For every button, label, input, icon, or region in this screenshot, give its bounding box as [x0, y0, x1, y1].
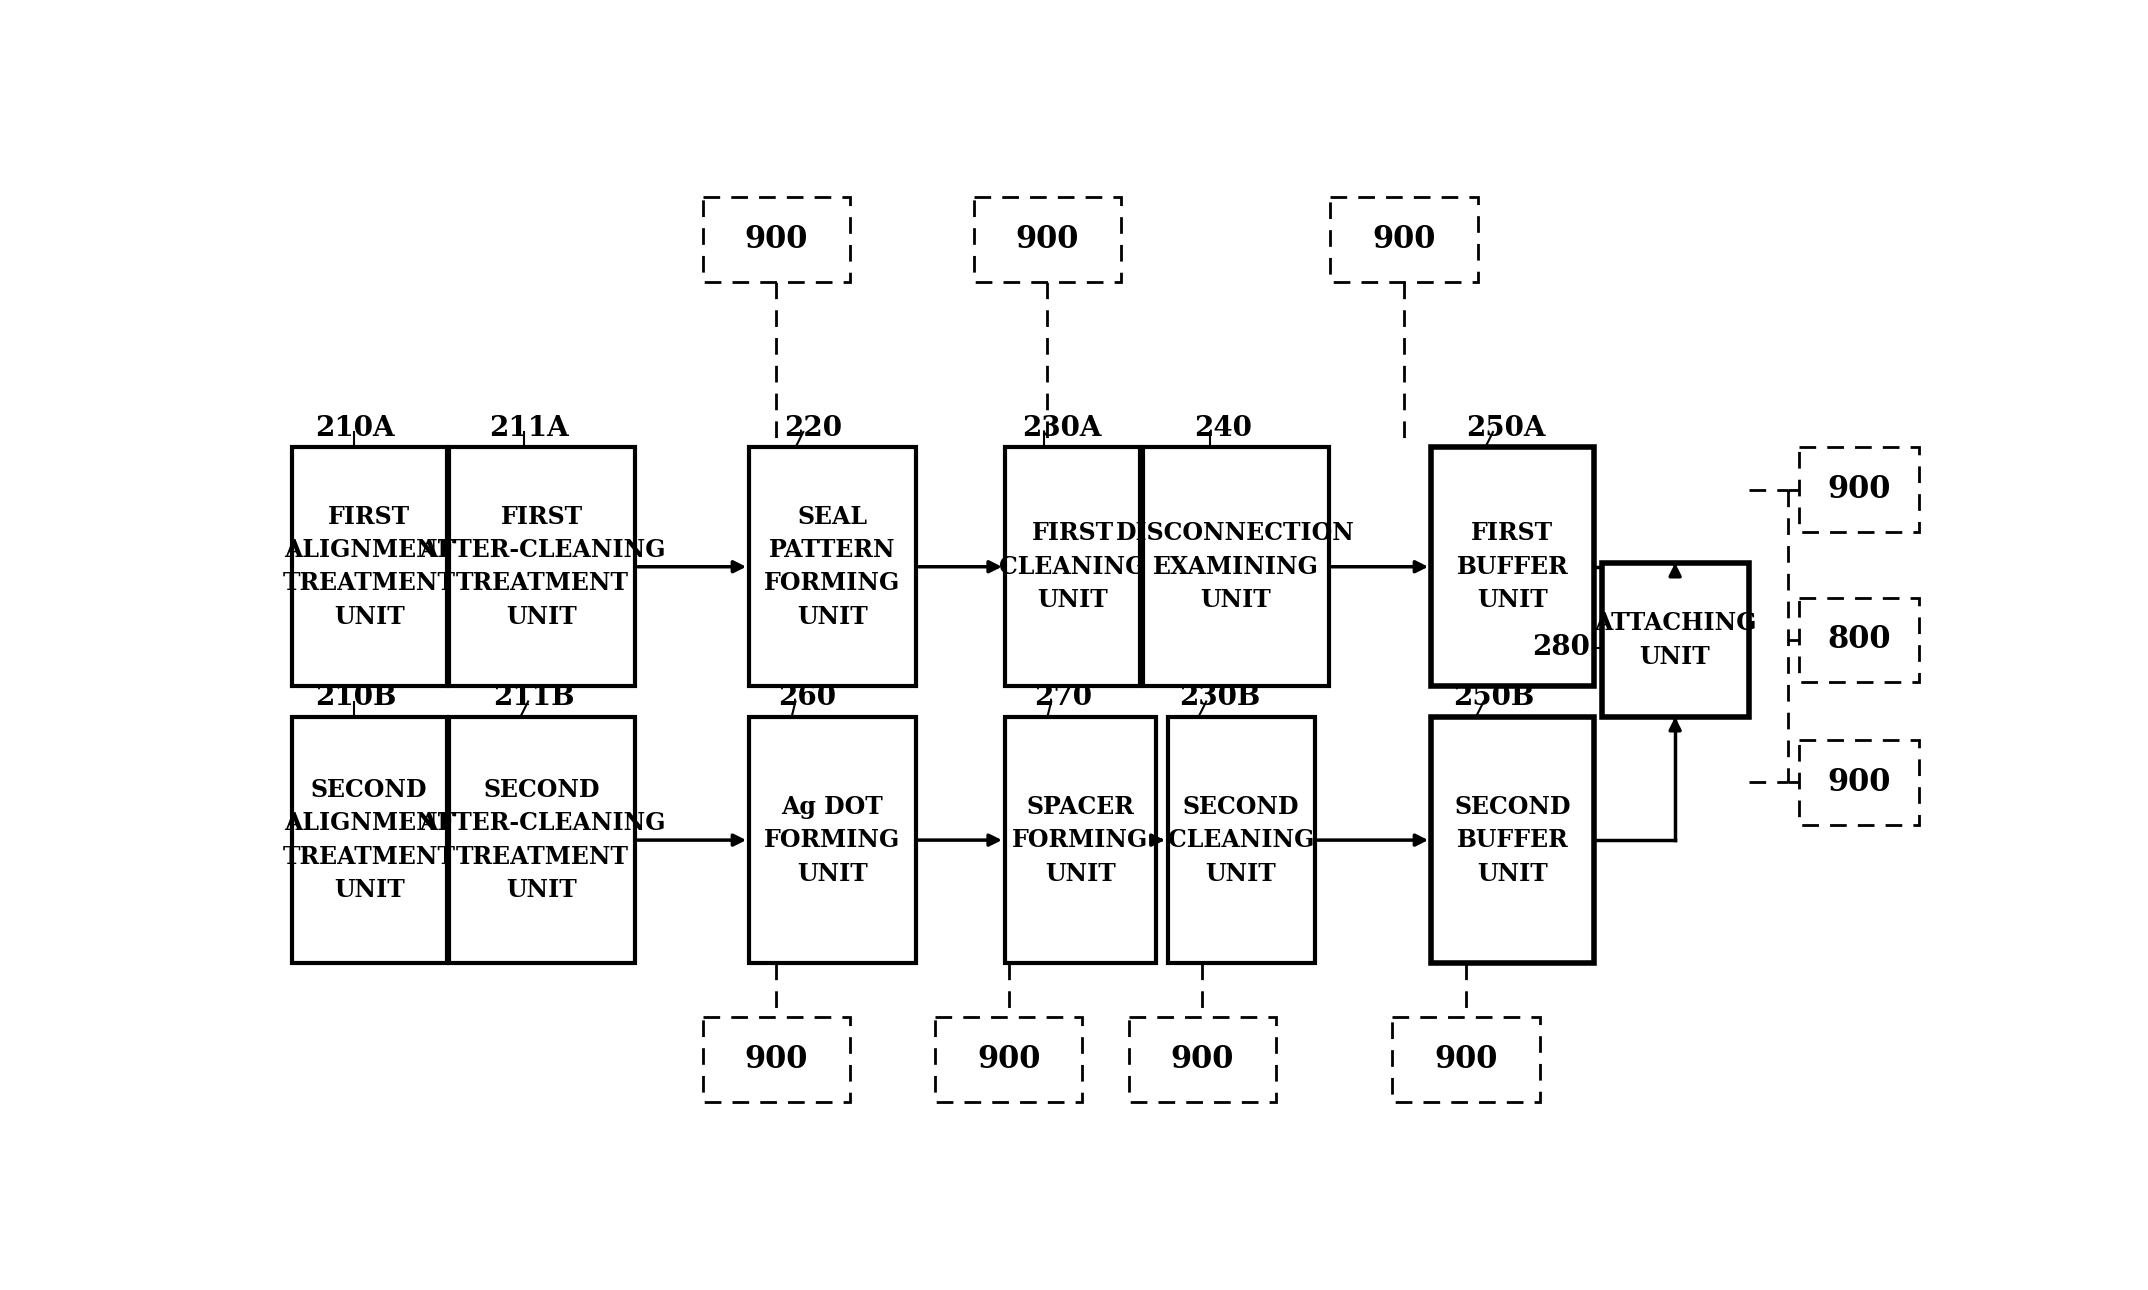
Text: FIRST
CLEANING
UNIT: FIRST CLEANING UNIT: [999, 521, 1145, 613]
Text: FIRST
ALIGNMENT
TREATMENT
UNIT: FIRST ALIGNMENT TREATMENT UNIT: [284, 504, 455, 630]
Text: Ag DOT
FORMING
UNIT: Ag DOT FORMING UNIT: [765, 795, 900, 886]
Text: 900: 900: [745, 224, 808, 255]
Bar: [1392, 1018, 1540, 1102]
Text: ATTACHING
UNIT: ATTACHING UNIT: [1594, 611, 1757, 668]
Text: 900: 900: [1828, 475, 1890, 506]
Text: 210B: 210B: [316, 684, 397, 711]
Bar: [1005, 717, 1156, 964]
Bar: [1128, 1018, 1276, 1102]
Text: SEAL
PATTERN
FORMING
UNIT: SEAL PATTERN FORMING UNIT: [765, 504, 900, 630]
Bar: [1800, 597, 1920, 682]
Text: 800: 800: [1828, 624, 1890, 655]
Text: 210A: 210A: [316, 414, 395, 441]
Bar: [1431, 448, 1594, 686]
Bar: [1602, 562, 1748, 717]
Text: FIRST
BUFFER
UNIT: FIRST BUFFER UNIT: [1456, 521, 1568, 613]
Text: 240: 240: [1194, 414, 1252, 441]
Bar: [449, 717, 636, 964]
Text: 250A: 250A: [1465, 414, 1544, 441]
Bar: [1330, 197, 1478, 281]
Text: 900: 900: [1171, 1044, 1235, 1075]
Text: SECOND
BUFFER
UNIT: SECOND BUFFER UNIT: [1454, 795, 1570, 886]
Text: 900: 900: [745, 1044, 808, 1075]
Bar: [1143, 448, 1330, 686]
Bar: [292, 448, 447, 686]
Bar: [973, 197, 1121, 281]
Text: FIRST
AFTER-CLEANING
TREATMENT
UNIT: FIRST AFTER-CLEANING TREATMENT UNIT: [419, 504, 666, 630]
Bar: [750, 448, 915, 686]
Text: SPACER
FORMING
UNIT: SPACER FORMING UNIT: [1012, 795, 1149, 886]
Text: 900: 900: [1373, 224, 1435, 255]
Text: 211B: 211B: [494, 684, 576, 711]
Bar: [1800, 448, 1920, 531]
Bar: [750, 717, 915, 964]
Text: 900: 900: [977, 1044, 1040, 1075]
Text: 211A: 211A: [490, 414, 569, 441]
Text: 900: 900: [1435, 1044, 1497, 1075]
Text: 900: 900: [1828, 766, 1890, 797]
Text: 230A: 230A: [1022, 414, 1102, 441]
Bar: [702, 1018, 851, 1102]
Text: 900: 900: [1016, 224, 1078, 255]
Text: 270: 270: [1033, 684, 1091, 711]
Text: SECOND
AFTER-CLEANING
TREATMENT
UNIT: SECOND AFTER-CLEANING TREATMENT UNIT: [419, 778, 666, 902]
Text: 230B: 230B: [1179, 684, 1261, 711]
Bar: [1005, 448, 1141, 686]
Bar: [934, 1018, 1083, 1102]
Bar: [449, 448, 636, 686]
Text: 280: 280: [1532, 635, 1590, 660]
Text: 260: 260: [778, 684, 836, 711]
Bar: [1800, 740, 1920, 824]
Text: 220: 220: [784, 414, 842, 441]
Bar: [1169, 717, 1315, 964]
Bar: [292, 717, 447, 964]
Text: SECOND
CLEANING
UNIT: SECOND CLEANING UNIT: [1169, 795, 1315, 886]
Text: DISCONNECTION
EXAMINING
UNIT: DISCONNECTION EXAMINING UNIT: [1117, 521, 1355, 613]
Text: 250B: 250B: [1452, 684, 1534, 711]
Text: SECOND
ALIGNMENT
TREATMENT
UNIT: SECOND ALIGNMENT TREATMENT UNIT: [284, 778, 455, 902]
Bar: [702, 197, 851, 281]
Bar: [1431, 717, 1594, 964]
